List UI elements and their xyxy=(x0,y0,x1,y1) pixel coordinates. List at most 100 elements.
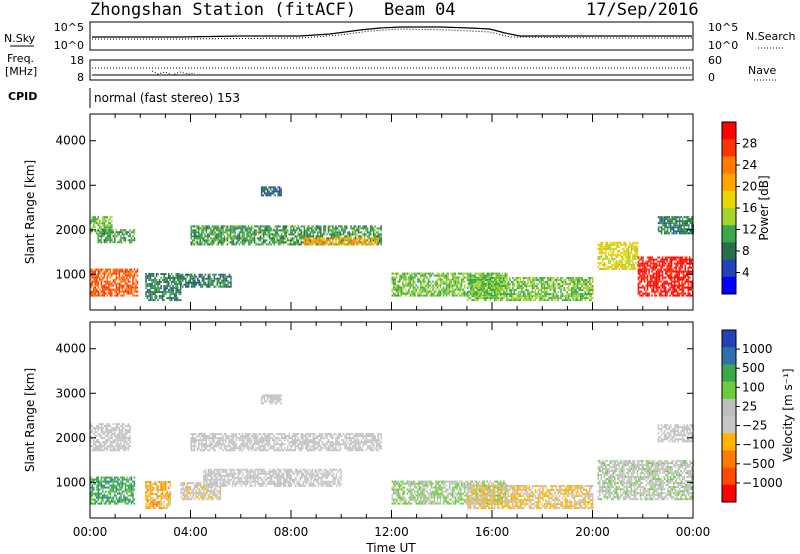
power-data-cell xyxy=(632,263,634,266)
power-data-cell xyxy=(249,239,251,242)
velocity-data-cell xyxy=(90,500,92,503)
velocity-data-cell xyxy=(91,502,93,505)
power-data-cell xyxy=(441,280,443,283)
power-data-cell xyxy=(466,287,469,290)
power-data-cell xyxy=(648,260,650,263)
power-data-cell xyxy=(531,291,534,294)
power-data-cell xyxy=(369,243,372,246)
power-data-cell xyxy=(332,231,334,234)
power-data-cell xyxy=(667,290,670,293)
power-data-cell xyxy=(213,225,215,228)
velocity-data-cell xyxy=(130,482,133,485)
power-data-cell xyxy=(306,231,309,234)
power-data-cell xyxy=(545,289,547,292)
power-data-cell xyxy=(680,220,682,223)
power-data-cell xyxy=(666,216,669,219)
power-data-cell xyxy=(661,294,664,297)
power-data-cell xyxy=(303,241,306,244)
power-data-cell xyxy=(265,192,267,195)
power-data-cell xyxy=(501,293,503,296)
power-data-cell xyxy=(300,225,302,228)
power-data-cell xyxy=(612,259,615,262)
power-data-cell xyxy=(333,237,336,240)
power-data-cell xyxy=(679,258,682,261)
power-data-cell xyxy=(620,265,622,268)
power-data-cell xyxy=(651,270,653,273)
power-data-cell xyxy=(617,245,619,248)
power-data-cell xyxy=(442,290,445,293)
power-data-cell xyxy=(202,227,205,230)
power-data-cell xyxy=(649,282,652,285)
power-data-cell xyxy=(362,233,364,236)
power-data-cell xyxy=(287,237,289,240)
power-data-cell xyxy=(636,263,639,266)
power-data-cell xyxy=(453,292,455,295)
power-data-cell xyxy=(539,293,541,296)
power-data-cell xyxy=(661,286,664,289)
power-data-cell xyxy=(117,241,119,244)
power-data-cell xyxy=(195,281,197,284)
power-data-cell xyxy=(546,279,549,281)
power-data-cell xyxy=(681,264,683,267)
velocity-data-cell xyxy=(111,500,113,503)
power-data-cell xyxy=(435,284,437,287)
power-data-cell xyxy=(146,289,149,292)
power-data-cell xyxy=(341,243,343,246)
power-data-cell xyxy=(477,289,479,292)
power-data-cell xyxy=(105,292,107,295)
power-data-cell xyxy=(583,287,585,290)
power-data-cell xyxy=(561,295,564,298)
velocity-data-cell xyxy=(130,490,133,493)
power-data-cell xyxy=(573,283,576,286)
power-data-cell xyxy=(374,237,376,240)
power-data-cell xyxy=(169,297,171,300)
power-data-cell xyxy=(190,241,192,244)
power-data-cell xyxy=(244,229,247,232)
power-data-cell xyxy=(445,288,448,291)
power-data-cell xyxy=(605,241,607,244)
power-data-cell xyxy=(198,233,200,236)
power-data-cell xyxy=(602,263,604,266)
noise-panel: N.Sky 10^5 10^0 10^5 10^0 N.Search xyxy=(4,21,796,52)
velocity-data-cell xyxy=(102,423,104,426)
velocity-data-cell xyxy=(100,429,103,432)
power-data-cell xyxy=(459,294,461,297)
power-data-cell xyxy=(682,284,685,287)
power-data-cell xyxy=(149,297,152,300)
velocity-data-cell xyxy=(90,482,92,485)
power-data-cell xyxy=(442,294,445,297)
power-data-cell xyxy=(154,283,156,286)
power-data-cell xyxy=(664,290,667,293)
power-data-cell xyxy=(534,289,537,292)
power-data-cell xyxy=(378,241,381,244)
power-data-cell xyxy=(103,274,106,277)
power-data-cell xyxy=(605,243,607,246)
power-data-cell xyxy=(480,297,482,300)
power-data-cell xyxy=(396,290,398,293)
power-y-axis-label: Slant Range [km] xyxy=(23,160,37,264)
power-data-cell xyxy=(579,297,582,300)
power-data-cell xyxy=(192,243,194,246)
power-y-tick-label: 4000 xyxy=(55,134,86,148)
power-data-cell xyxy=(639,294,641,297)
power-data-cell xyxy=(96,274,98,277)
power-data-cell xyxy=(494,297,496,300)
velocity-data-cell xyxy=(91,484,93,487)
power-data-cell xyxy=(572,293,574,296)
power-data-cell xyxy=(658,286,661,289)
power-data-cell xyxy=(123,280,125,283)
power-data-cell xyxy=(374,235,376,238)
power-data-cell xyxy=(406,272,409,275)
power-data-cell xyxy=(673,294,676,297)
power-data-cell xyxy=(586,287,588,290)
power-data-cell xyxy=(669,258,671,261)
power-data-cell xyxy=(666,290,668,293)
power-data-cell xyxy=(608,245,610,248)
power-data-cell xyxy=(664,292,667,295)
velocity-data-cell xyxy=(91,494,93,497)
velocity-data-cell xyxy=(126,478,128,481)
power-data-cell xyxy=(630,251,633,254)
power-data-cell xyxy=(207,241,209,244)
power-data-cell xyxy=(581,289,583,292)
power-data-cell xyxy=(341,229,343,232)
